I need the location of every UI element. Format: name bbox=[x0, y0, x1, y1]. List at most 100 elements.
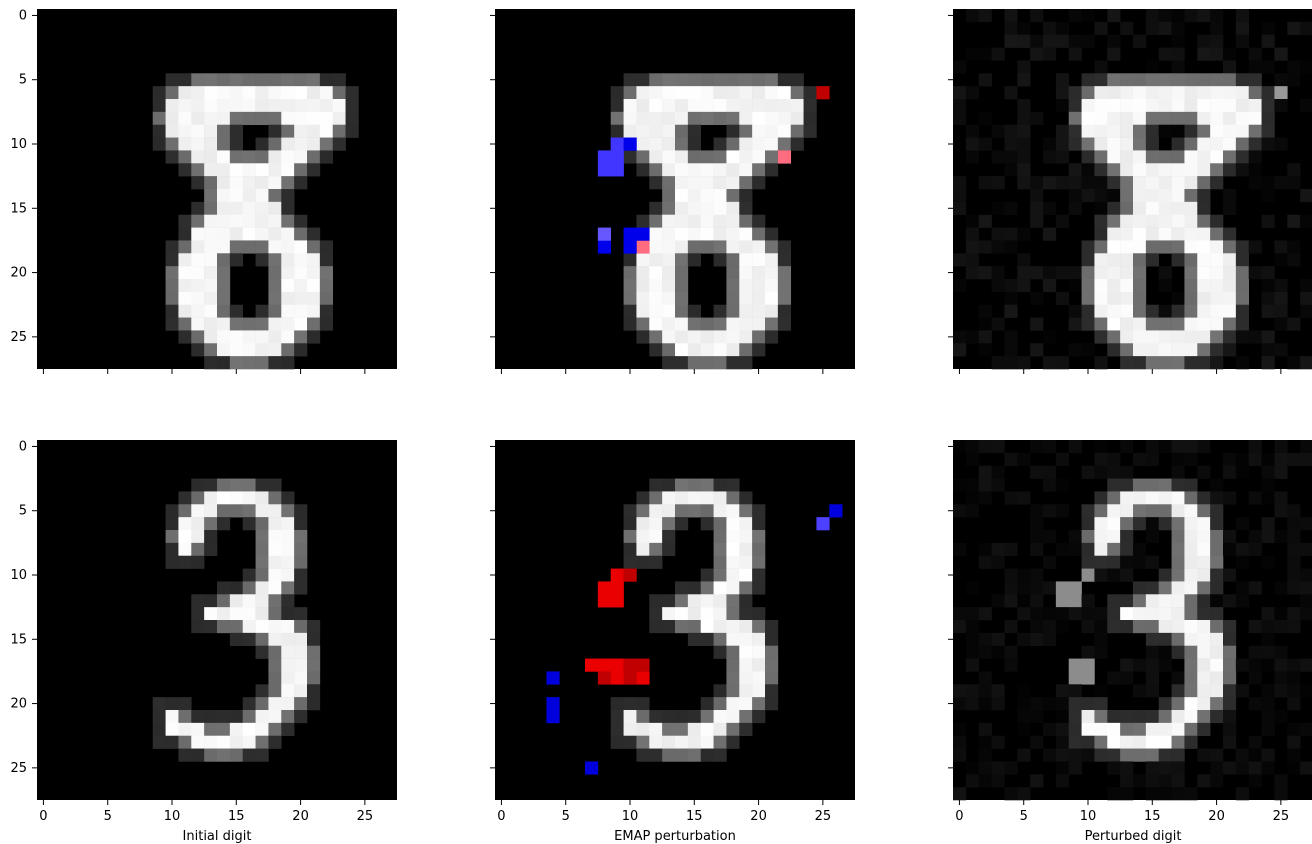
pixel bbox=[649, 620, 663, 634]
pixel bbox=[713, 684, 727, 698]
pixel bbox=[713, 632, 727, 647]
pixel bbox=[953, 620, 967, 634]
pixel bbox=[1145, 530, 1160, 544]
pixel bbox=[1043, 137, 1057, 151]
pixel bbox=[268, 111, 282, 126]
pixel bbox=[1235, 304, 1250, 318]
perturbation-pixel-increase bbox=[636, 240, 650, 254]
pixel bbox=[1004, 34, 1018, 48]
pixel bbox=[752, 581, 766, 595]
pixel bbox=[1107, 99, 1121, 113]
column-title-perturbed-digit: Perturbed digit bbox=[1085, 829, 1182, 844]
pixel bbox=[1030, 568, 1044, 582]
pixel bbox=[281, 189, 295, 203]
pixel bbox=[1210, 137, 1224, 151]
pixel bbox=[610, 111, 624, 126]
pixel bbox=[268, 735, 282, 749]
pixel bbox=[1197, 34, 1211, 48]
pixel bbox=[662, 73, 676, 87]
pixel bbox=[1133, 620, 1147, 634]
pixel bbox=[1171, 99, 1185, 113]
pixel bbox=[1055, 542, 1070, 557]
pixel bbox=[700, 111, 714, 126]
pixel bbox=[242, 632, 256, 647]
pixel bbox=[790, 73, 804, 87]
pixel bbox=[1261, 722, 1275, 737]
pixel bbox=[165, 710, 179, 724]
pixel bbox=[1261, 658, 1275, 672]
pixel bbox=[662, 99, 676, 113]
pixel bbox=[294, 568, 308, 582]
pixel bbox=[965, 491, 980, 505]
pixel bbox=[204, 291, 218, 306]
pixel bbox=[1043, 722, 1057, 737]
pixel bbox=[1171, 163, 1185, 177]
pixel bbox=[191, 291, 205, 306]
pixel bbox=[1017, 137, 1031, 151]
pixel bbox=[1235, 356, 1250, 370]
pixel bbox=[726, 201, 740, 216]
pixel bbox=[1171, 9, 1185, 23]
pixel bbox=[765, 658, 779, 672]
pixel bbox=[675, 163, 689, 177]
pixel bbox=[178, 99, 192, 113]
pixel bbox=[1223, 671, 1237, 685]
pixel bbox=[1274, 176, 1288, 190]
pixel bbox=[675, 266, 689, 280]
pixel bbox=[623, 697, 637, 711]
pixel bbox=[281, 555, 295, 569]
pixel bbox=[1235, 684, 1250, 698]
pixel bbox=[662, 722, 676, 737]
pixel bbox=[1043, 581, 1057, 595]
pixel bbox=[268, 317, 282, 331]
pixel bbox=[713, 491, 727, 505]
pixel bbox=[1171, 253, 1185, 267]
pixel bbox=[1248, 645, 1262, 659]
pixel bbox=[675, 517, 689, 531]
pixel bbox=[281, 671, 295, 685]
pixel bbox=[1287, 163, 1301, 177]
pixel bbox=[1030, 291, 1044, 306]
pixel bbox=[1223, 304, 1237, 318]
pixel bbox=[1030, 47, 1044, 61]
pixel bbox=[1184, 279, 1198, 293]
pixel bbox=[1068, 201, 1082, 216]
pixel bbox=[649, 214, 663, 228]
pixel bbox=[1017, 632, 1031, 647]
pixel bbox=[1171, 607, 1185, 621]
pixel bbox=[1043, 632, 1057, 647]
pixel bbox=[1235, 555, 1250, 569]
pixel bbox=[752, 697, 766, 711]
pixel bbox=[242, 176, 256, 190]
pixel bbox=[662, 620, 676, 634]
pixel bbox=[726, 176, 740, 190]
pixel bbox=[700, 163, 714, 177]
pixel bbox=[307, 291, 321, 306]
y-tick-label: 25 bbox=[10, 330, 27, 345]
pixel bbox=[1197, 607, 1211, 621]
pixel bbox=[1107, 111, 1121, 126]
pixel bbox=[739, 201, 753, 216]
pixel bbox=[1171, 176, 1185, 190]
pixel bbox=[739, 253, 753, 267]
pixel bbox=[1184, 697, 1198, 711]
pixel bbox=[1261, 356, 1275, 370]
pixel bbox=[1274, 240, 1288, 254]
pixel bbox=[636, 163, 650, 177]
pixel bbox=[1120, 774, 1134, 788]
pixel bbox=[790, 111, 804, 126]
pixel bbox=[1133, 330, 1147, 344]
pixel bbox=[281, 607, 295, 621]
pixel bbox=[1300, 214, 1312, 228]
pixel bbox=[1274, 73, 1288, 87]
pixel bbox=[229, 137, 244, 151]
pixel bbox=[1107, 291, 1121, 306]
pixel bbox=[1068, 163, 1082, 177]
pixel bbox=[1261, 748, 1275, 762]
pixel bbox=[152, 99, 166, 113]
pixel bbox=[268, 530, 282, 544]
pixel bbox=[1235, 330, 1250, 344]
pixel bbox=[165, 86, 179, 100]
pixel bbox=[739, 581, 753, 595]
pixel bbox=[1235, 748, 1250, 762]
